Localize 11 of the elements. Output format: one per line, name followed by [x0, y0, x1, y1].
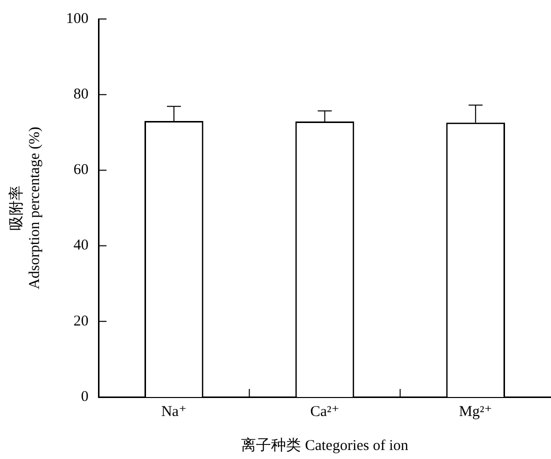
- y-tick-label: 100: [66, 10, 88, 27]
- y-tick-label: 20: [74, 313, 88, 330]
- y-tick-label: 40: [74, 238, 88, 254]
- x-axis-title: 离子种类 Categories of ion: [241, 436, 409, 454]
- y-tick-label: 60: [74, 162, 88, 178]
- y-tick-label: 0: [81, 388, 88, 405]
- y-tick-label: 80: [74, 86, 88, 103]
- x-tick-label: Ca²⁺: [310, 404, 340, 420]
- y-axis-title: 吸附率 Adsorption percentage (%): [8, 126, 43, 290]
- x-tick-label: Mg²⁺: [458, 404, 492, 420]
- x-tick-label: Na⁺: [161, 404, 187, 420]
